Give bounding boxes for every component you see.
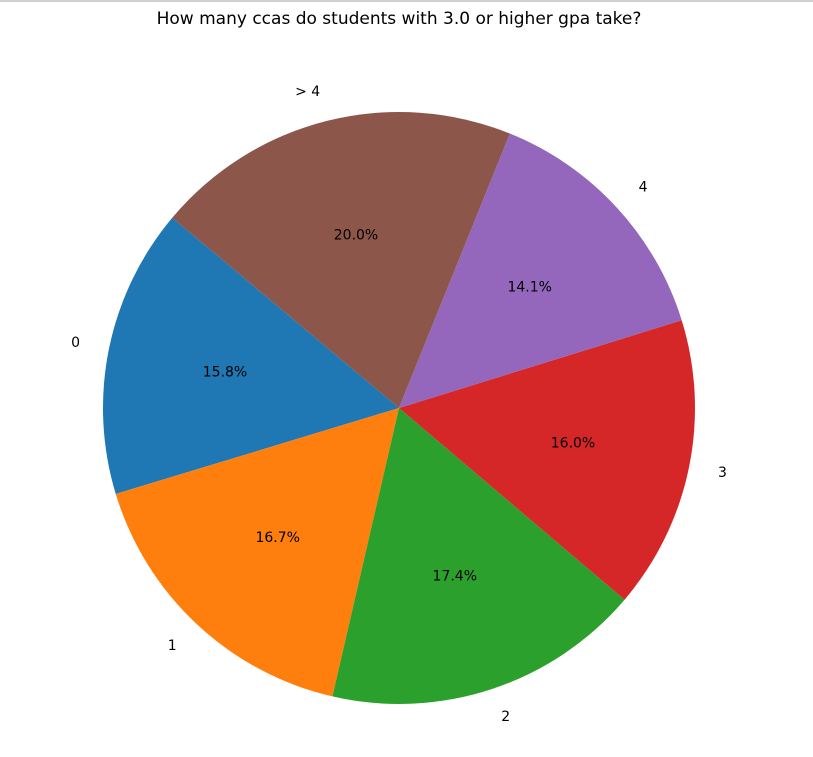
pie-slices [102,111,696,704]
percentage-label: 15.8% [203,364,247,380]
category-label: 1 [168,638,177,654]
category-label: 4 [639,180,648,196]
pie-slice-4 [172,111,510,408]
category-label: 3 [718,465,727,481]
category-label: 0 [71,335,80,351]
pie-slice-4 [399,133,682,409]
percentage-label: 14.1% [507,280,551,296]
percentage-label: 17.4% [433,569,477,585]
pie-slice-2 [332,408,625,704]
pie-labels: 0 15.8% 1 16.7% 2 17.4% 3 16.0% 4 14.1% > 4 20.0% [71,84,727,725]
pie-slice-1 [115,408,399,697]
pie-slice-3 [399,320,696,600]
category-label: 2 [501,709,510,725]
percentage-label: 16.7% [255,530,299,546]
chart-title: How many ccas do students with 3.0 or hi… [156,9,642,29]
pie-slice-0 [102,217,399,494]
percentage-label: 20.0% [334,228,378,244]
category-label: > 4 [295,84,320,100]
top-divider [0,0,813,2]
percentage-label: 16.0% [551,436,595,452]
